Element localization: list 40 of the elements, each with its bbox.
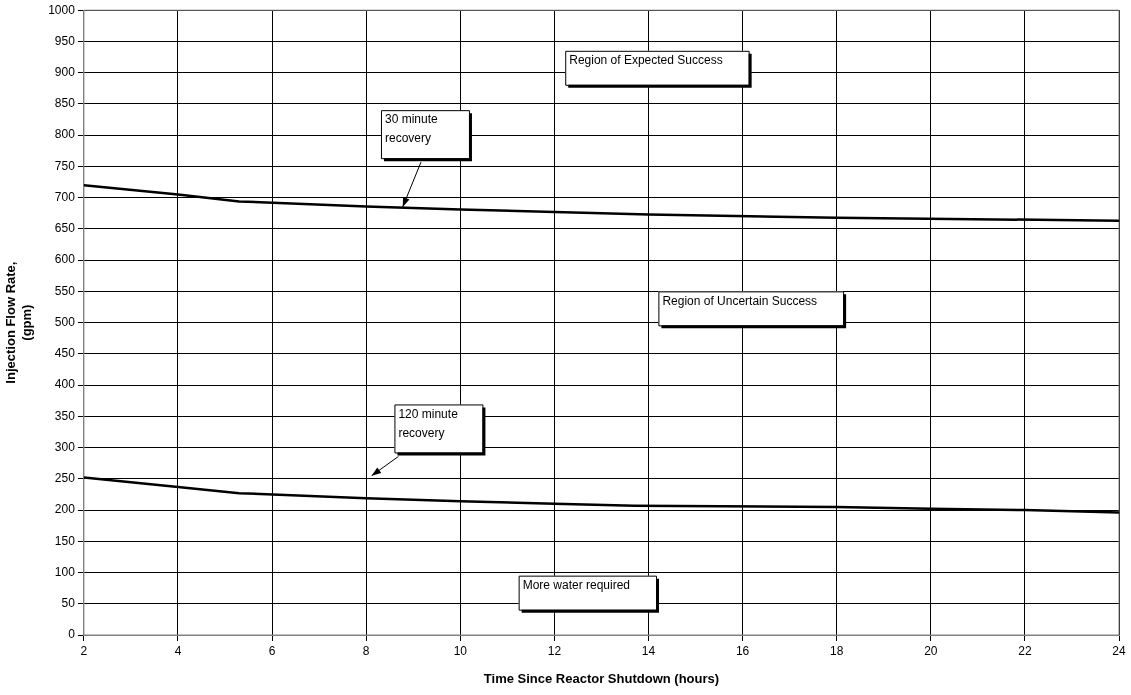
x-tick-label: 6 <box>268 643 276 658</box>
y-tick-label: 0 <box>68 627 76 642</box>
y-tick-label: 200 <box>54 502 76 517</box>
x-tick-label: 22 <box>1018 643 1032 658</box>
x-tick-label: 12 <box>547 643 562 658</box>
y-tick-label: 250 <box>54 471 76 486</box>
y-tick-label: 650 <box>54 221 76 236</box>
x-tick-label: 8 <box>362 643 370 658</box>
y-tick-label: 100 <box>54 564 76 579</box>
y-tick-label: 950 <box>54 33 76 48</box>
y-tick-label: 900 <box>54 64 76 79</box>
x-tick-label: 16 <box>735 643 750 658</box>
y-tick-label: 500 <box>54 314 76 329</box>
x-tick-label: 18 <box>830 643 844 658</box>
y-tick-label: 300 <box>54 439 76 454</box>
y-tick-label: 150 <box>54 533 76 548</box>
annotation: Region of Uncertain Success <box>662 293 818 308</box>
annotation: 120 minute recovery <box>398 406 459 440</box>
y-tick-label: 50 <box>61 596 76 611</box>
y-tick-label: 700 <box>54 189 76 204</box>
x-tick-label: 2 <box>80 643 88 658</box>
y-tick-label: 600 <box>54 252 76 267</box>
x-tick-label: 4 <box>174 643 182 658</box>
annotation: More water required <box>522 577 631 592</box>
x-tick-label: 24 <box>1112 643 1126 658</box>
x-tick-label: 14 <box>641 643 656 658</box>
x-axis-title: Time Since Reactor Shutdown (hours) <box>483 670 720 686</box>
y-tick-label: 850 <box>54 96 76 111</box>
y-tick-label: 1000 <box>48 2 76 17</box>
annotation: Region of Expected Success <box>569 53 723 68</box>
x-tick-label: 10 <box>453 643 468 658</box>
y-tick-label: 450 <box>54 346 76 361</box>
y-tick-label: 350 <box>54 408 76 423</box>
annotation: 30 minute recovery <box>384 112 438 146</box>
x-tick-label: 20 <box>924 643 938 658</box>
y-tick-label: 800 <box>54 127 76 142</box>
y-tick-label: 550 <box>54 283 76 298</box>
y-axis-title: Injection Flow Rate, (gpm) <box>3 261 34 384</box>
y-tick-label: 400 <box>54 377 76 392</box>
y-tick-label: 750 <box>54 158 76 173</box>
